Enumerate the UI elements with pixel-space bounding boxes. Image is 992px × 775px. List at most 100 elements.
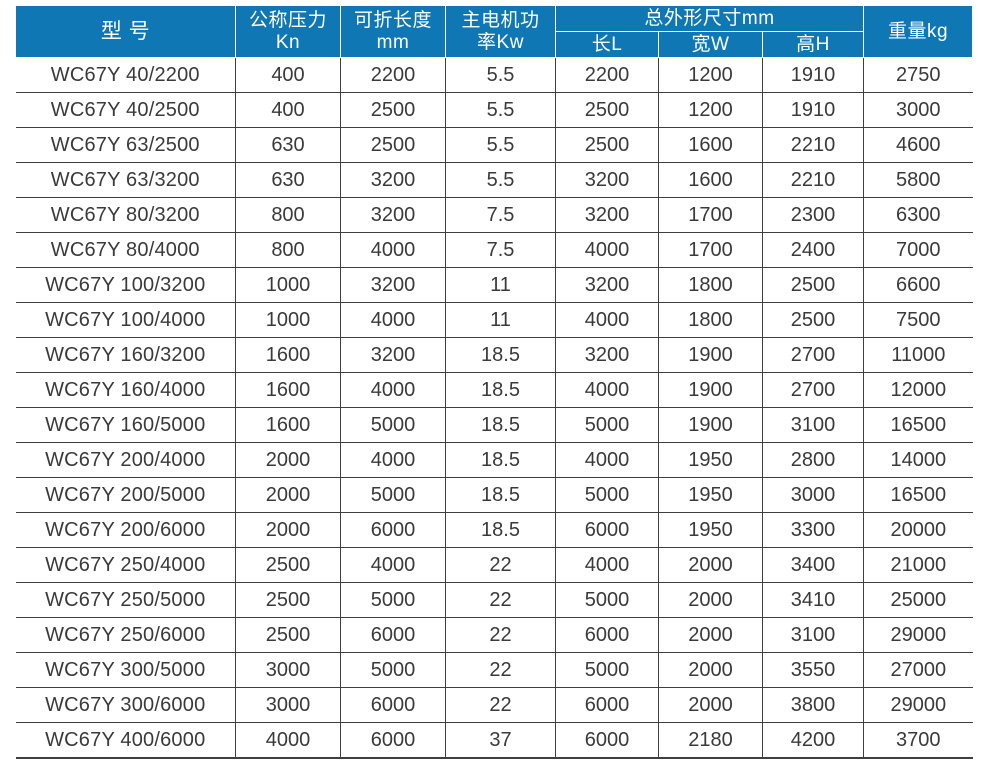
cell-dimension-length: 2500 — [555, 92, 659, 128]
header-overall-dimensions-group: 总外形尺寸mm — [554, 5, 865, 32]
cell-nominal-pressure: 630 — [235, 127, 341, 163]
header-dimension-height: 高H — [761, 31, 865, 58]
cell-dimension-length: 4000 — [555, 232, 659, 268]
table-row: WC67Y 40/2500 400 2500 5.5 2500 1200 1910 3000 — [15, 92, 973, 128]
cell-model: WC67Y 80/4000 — [15, 232, 236, 268]
cell-dimension-height: 3400 — [762, 547, 865, 583]
cell-bending-length: 4000 — [340, 372, 446, 408]
cell-nominal-pressure: 2500 — [235, 547, 341, 583]
cell-dimension-length: 5000 — [555, 407, 659, 443]
cell-dimension-length: 5000 — [555, 477, 659, 513]
cell-dimension-length: 2500 — [555, 127, 659, 163]
cell-dimension-width: 1800 — [658, 267, 763, 303]
cell-weight: 3700 — [863, 722, 973, 759]
header-model: 型 号 — [15, 5, 236, 58]
cell-bending-length: 5000 — [340, 477, 446, 513]
cell-model: WC67Y 63/2500 — [15, 127, 236, 163]
cell-motor-power: 5.5 — [445, 162, 556, 198]
cell-model: WC67Y 160/5000 — [15, 407, 236, 443]
table-row: WC67Y 80/3200 800 3200 7.5 3200 1700 2300 6300 — [15, 197, 973, 233]
cell-dimension-width: 1950 — [658, 442, 763, 478]
table-row: WC67Y 300/6000 3000 6000 22 6000 2000 3800 2900… — [15, 687, 973, 723]
table-header: 型 号 公称压力 Kn 可折长度 mm 主电机功 率Kw 总外形尺寸mm 重量k… — [15, 5, 974, 58]
cell-model: WC67Y 250/5000 — [15, 582, 236, 618]
cell-model: WC67Y 100/4000 — [15, 302, 236, 338]
cell-nominal-pressure: 1000 — [235, 267, 341, 303]
cell-dimension-height: 2500 — [762, 302, 865, 338]
cell-motor-power: 22 — [445, 652, 556, 688]
cell-nominal-pressure: 2500 — [235, 582, 341, 618]
cell-dimension-width: 2000 — [658, 582, 763, 618]
cell-weight: 25000 — [863, 582, 973, 618]
cell-dimension-width: 1200 — [658, 57, 763, 93]
cell-dimension-length: 2200 — [555, 57, 659, 93]
cell-nominal-pressure: 800 — [235, 232, 341, 268]
cell-dimension-length: 4000 — [555, 547, 659, 583]
cell-model: WC67Y 160/3200 — [15, 337, 236, 373]
table-row: WC67Y 250/5000 2500 5000 22 5000 2000 3410 2500… — [15, 582, 973, 618]
cell-bending-length: 6000 — [340, 722, 446, 759]
cell-dimension-height: 4200 — [762, 722, 865, 759]
cell-dimension-height: 3000 — [762, 477, 865, 513]
table-row: WC67Y 63/3200 630 3200 5.5 3200 1600 2210 5800 — [15, 162, 973, 198]
cell-nominal-pressure: 2000 — [235, 477, 341, 513]
cell-nominal-pressure: 1600 — [235, 372, 341, 408]
cell-weight: 2750 — [863, 57, 973, 93]
table-row: WC67Y 160/3200 1600 3200 18.5 3200 1900 2700 11… — [15, 337, 973, 373]
cell-weight: 29000 — [863, 687, 973, 723]
cell-motor-power: 22 — [445, 617, 556, 653]
header-motor-power-line1: 主电机功 — [461, 10, 540, 32]
cell-dimension-width: 2180 — [658, 722, 763, 759]
cell-motor-power: 22 — [445, 582, 556, 618]
header-nominal-pressure-line1: 公称压力 — [248, 10, 327, 32]
cell-dimension-height: 1910 — [762, 92, 865, 128]
cell-nominal-pressure: 2000 — [235, 512, 341, 548]
cell-motor-power: 18.5 — [445, 512, 556, 548]
cell-motor-power: 11 — [445, 267, 556, 303]
cell-dimension-width: 1600 — [658, 162, 763, 198]
header-dimension-length: 长L — [555, 31, 659, 58]
cell-motor-power: 18.5 — [445, 407, 556, 443]
cell-dimension-length: 3200 — [555, 267, 659, 303]
header-bending-length: 可折长度 mm — [340, 5, 446, 58]
table-row: WC67Y 250/4000 2500 4000 22 4000 2000 3400 2100… — [15, 547, 973, 583]
cell-dimension-width: 1600 — [658, 127, 763, 163]
cell-dimension-length: 4000 — [555, 442, 659, 478]
cell-model: WC67Y 300/6000 — [15, 687, 236, 723]
cell-bending-length: 5000 — [340, 652, 446, 688]
header-motor-power: 主电机功 率Kw — [445, 5, 556, 58]
cell-bending-length: 3200 — [340, 197, 446, 233]
cell-nominal-pressure: 3000 — [235, 687, 341, 723]
cell-dimension-length: 4000 — [555, 372, 659, 408]
cell-model: WC67Y 250/6000 — [15, 617, 236, 653]
cell-bending-length: 4000 — [340, 442, 446, 478]
cell-dimension-height: 3100 — [762, 617, 865, 653]
cell-nominal-pressure: 400 — [235, 92, 341, 128]
header-motor-power-line2: 率Kw — [477, 31, 524, 53]
table-row: WC67Y 200/5000 2000 5000 18.5 5000 1950 3000 16… — [15, 477, 973, 513]
cell-dimension-width: 1950 — [658, 512, 763, 548]
cell-dimension-height: 3300 — [762, 512, 865, 548]
cell-nominal-pressure: 3000 — [235, 652, 341, 688]
cell-dimension-length: 6000 — [555, 617, 659, 653]
cell-weight: 6300 — [863, 197, 973, 233]
cell-motor-power: 5.5 — [445, 92, 556, 128]
cell-model: WC67Y 200/4000 — [15, 442, 236, 478]
cell-dimension-height: 1910 — [762, 57, 865, 93]
table-row: WC67Y 250/6000 2500 6000 22 6000 2000 3100 2900… — [15, 617, 973, 653]
cell-dimension-length: 3200 — [555, 197, 659, 233]
header-row-top: 型 号 公称压力 Kn 可折长度 mm 主电机功 率Kw 总外形尺寸mm 重量k… — [15, 5, 974, 58]
cell-nominal-pressure: 2000 — [235, 442, 341, 478]
header-bending-length-line1: 可折长度 — [353, 10, 432, 32]
cell-weight: 3000 — [863, 92, 973, 128]
cell-motor-power: 37 — [445, 722, 556, 759]
cell-nominal-pressure: 800 — [235, 197, 341, 233]
cell-weight: 14000 — [863, 442, 973, 478]
table-row: WC67Y 400/6000 4000 6000 37 6000 2180 4200 3700 — [15, 722, 973, 759]
cell-motor-power: 7.5 — [445, 232, 556, 268]
cell-model: WC67Y 63/3200 — [15, 162, 236, 198]
cell-bending-length: 5000 — [340, 582, 446, 618]
cell-dimension-length: 3200 — [555, 162, 659, 198]
cell-motor-power: 22 — [445, 547, 556, 583]
cell-weight: 11000 — [863, 337, 973, 373]
